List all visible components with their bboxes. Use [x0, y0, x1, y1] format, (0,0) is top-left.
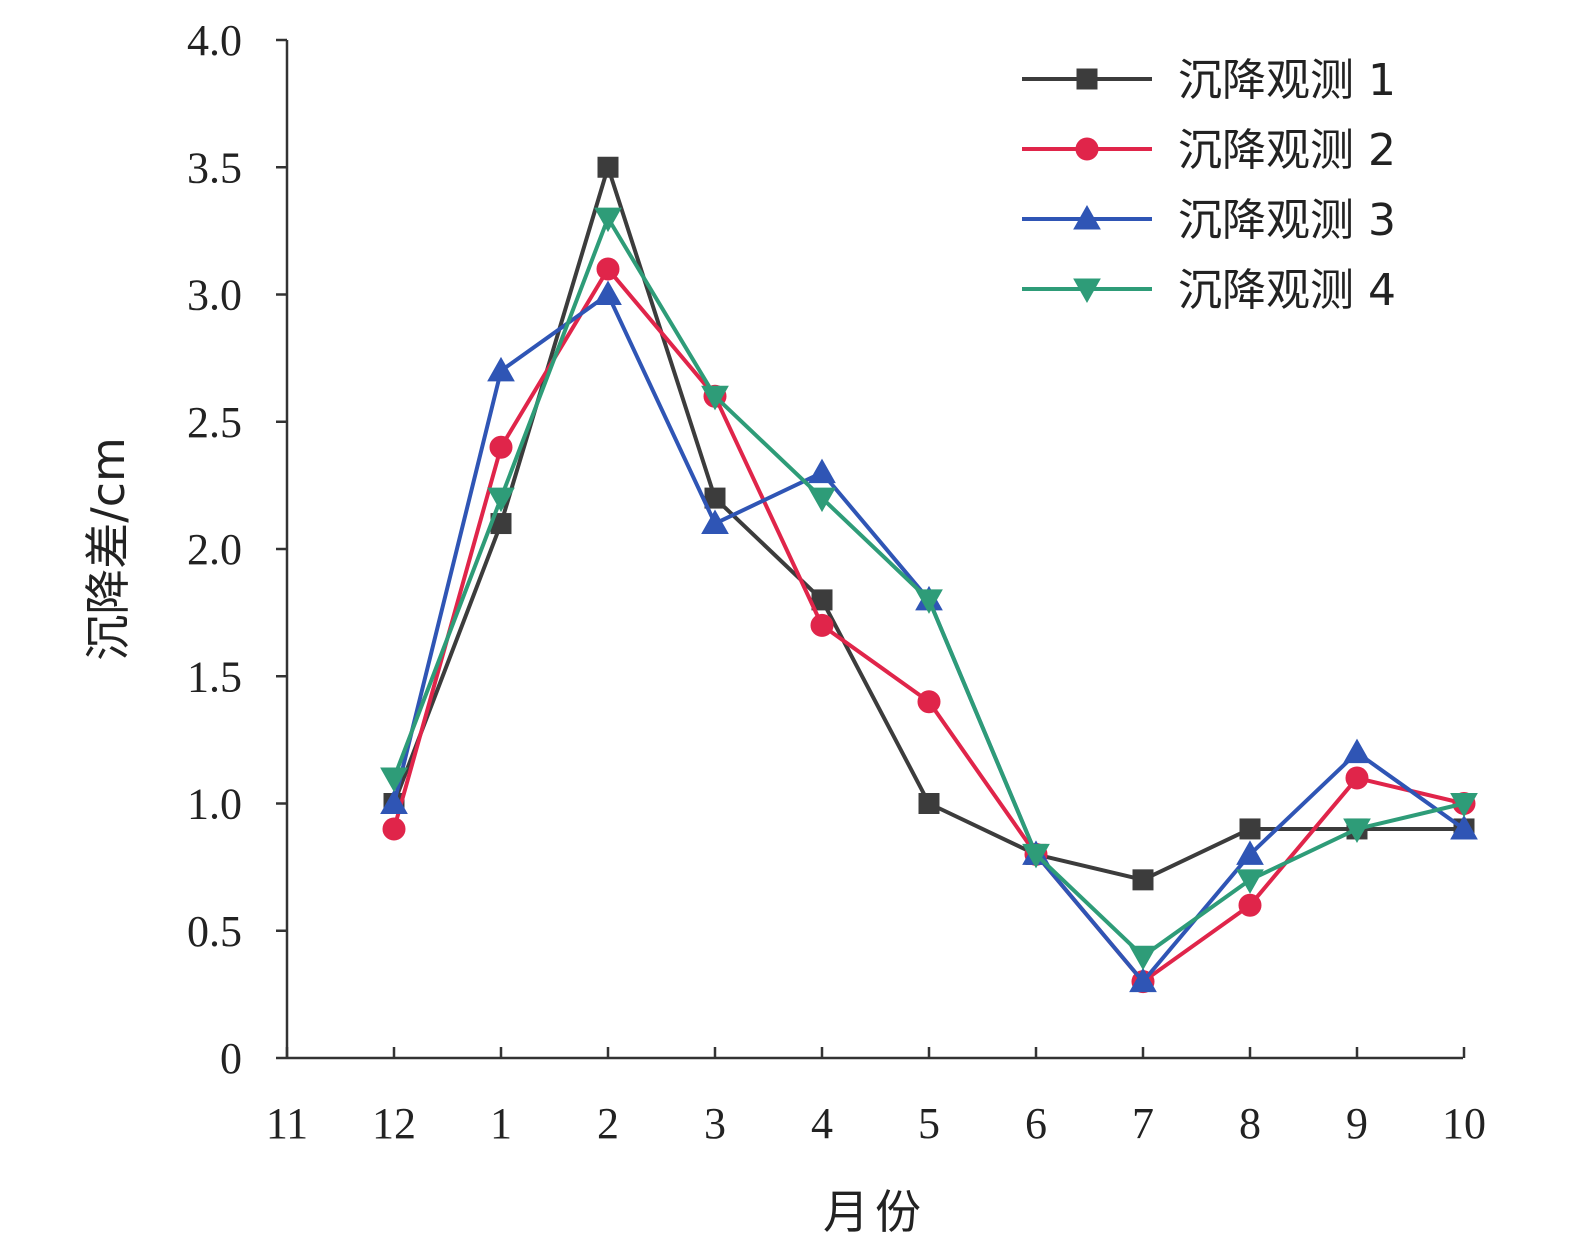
x-tick-label: 12 [372, 1099, 416, 1148]
data-point [808, 487, 836, 513]
series-4 [380, 207, 1478, 971]
x-ticks: 11 12 1 2 3 4 5 6 7 8 9 10 [266, 1047, 1486, 1148]
series-2 [382, 257, 1476, 994]
y-tick-label: 0 [220, 1034, 242, 1083]
data-point [808, 458, 836, 484]
data-point [1343, 818, 1371, 843]
legend-label: 沉降观测 4 [1178, 265, 1396, 316]
data-point [1132, 869, 1154, 891]
data-point [1345, 766, 1369, 790]
series-lines [380, 156, 1478, 994]
y-tick-label: 2.0 [187, 525, 242, 574]
legend: 沉降观测 1 沉降观测 2 沉降观测 3 沉降观测 4 [1022, 55, 1396, 316]
x-tick-label: 8 [1239, 1099, 1261, 1148]
x-tick-label: 4 [811, 1099, 833, 1148]
y-tick-label: 4.0 [187, 16, 242, 65]
data-point [380, 789, 408, 814]
data-point [1236, 869, 1264, 894]
legend-item: 沉降观测 1 [1022, 55, 1396, 106]
legend-marker [1076, 68, 1098, 90]
data-point [1129, 945, 1157, 971]
y-tick-label: 2.5 [187, 398, 242, 447]
series-line [392, 267, 1465, 984]
data-point [701, 509, 729, 535]
data-point [918, 793, 940, 814]
data-point [701, 385, 729, 411]
data-point [594, 207, 622, 233]
data-point [1236, 840, 1264, 865]
x-tick-label: 10 [1442, 1099, 1486, 1148]
data-point [1239, 818, 1261, 840]
data-point [594, 280, 622, 305]
data-point [1022, 843, 1050, 869]
data-point [489, 435, 513, 459]
data-point [1450, 793, 1478, 818]
series-line [392, 292, 1466, 984]
x-tick-label: 1 [490, 1099, 512, 1148]
data-point [382, 817, 406, 841]
data-point [1343, 738, 1371, 764]
x-tick-label: 11 [266, 1099, 308, 1148]
data-point [1450, 814, 1478, 840]
y-tick-label: 3.5 [187, 143, 242, 192]
legend-marker [1073, 278, 1101, 304]
x-tick-label: 7 [1132, 1099, 1154, 1148]
data-point [1129, 967, 1157, 993]
legend-label: 沉降观测 3 [1178, 195, 1396, 246]
y-axis-title: 沉降差/cm [81, 437, 135, 661]
data-point [1238, 893, 1262, 917]
data-point [596, 257, 620, 281]
legend-label: 沉降观测 2 [1178, 125, 1396, 176]
x-axis-title: 月份 [823, 1185, 927, 1239]
data-point [915, 589, 943, 614]
series-3 [380, 280, 1478, 993]
y-tick-label: 3.0 [187, 271, 242, 320]
x-tick-label: 2 [597, 1099, 619, 1148]
y-tick-label: 1.5 [187, 652, 242, 701]
y-tick-label: 1.0 [187, 780, 242, 829]
y-ticks: 0 0.5 1.0 1.5 2.0 2.5 3.0 3.5 4.0 [187, 16, 287, 1083]
y-tick-label: 0.5 [187, 907, 242, 956]
data-point [917, 690, 941, 714]
legend-label: 沉降观测 1 [1178, 55, 1396, 106]
legend-item: 沉降观测 4 [1022, 265, 1396, 316]
legend-marker [1073, 204, 1101, 230]
x-tick-label: 3 [704, 1099, 726, 1148]
data-point [597, 156, 619, 178]
legend-item: 沉降观测 3 [1022, 195, 1396, 246]
data-point [487, 487, 515, 513]
data-point [810, 613, 834, 637]
x-tick-label: 5 [918, 1099, 940, 1148]
data-point [487, 356, 515, 382]
x-tick-label: 6 [1025, 1099, 1047, 1148]
legend-marker [1075, 137, 1099, 161]
legend-item: 沉降观测 2 [1022, 125, 1396, 176]
data-point [380, 767, 408, 793]
x-tick-label: 9 [1346, 1099, 1368, 1148]
